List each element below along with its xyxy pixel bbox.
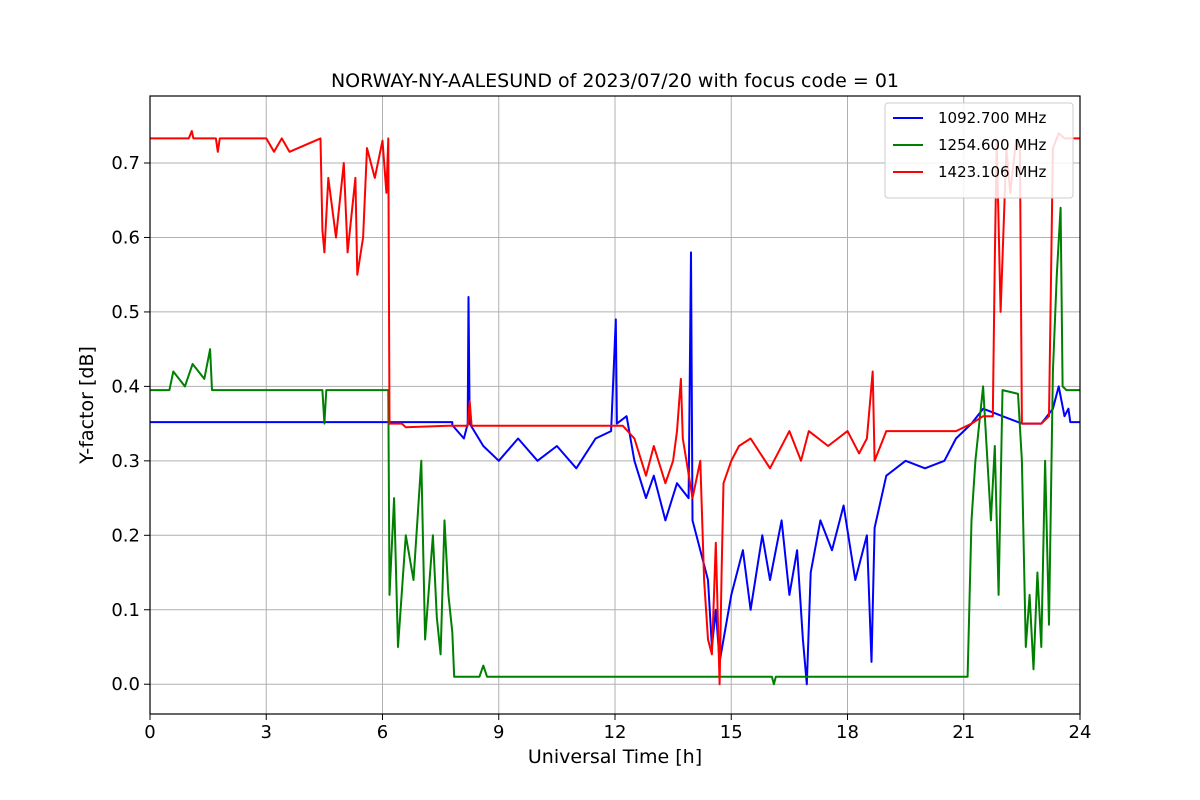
y-tick-label: 0.7 <box>111 153 140 174</box>
x-axis-label: Universal Time [h] <box>528 746 702 768</box>
series-line-2 <box>150 206 1080 686</box>
x-tick-label: 0 <box>144 722 155 743</box>
x-tick-label: 15 <box>720 722 743 743</box>
legend: 1092.700 MHz 1254.600 MHz 1423.106 MHz <box>884 102 1074 199</box>
y-tick-label: 0.5 <box>111 302 140 323</box>
x-tick-label: 24 <box>1069 722 1092 743</box>
legend-box <box>884 102 1074 199</box>
legend-label: 1254.600 MHz <box>938 136 1047 154</box>
y-tick-label: 0.0 <box>111 674 140 695</box>
y-tick-label: 0.2 <box>111 525 140 546</box>
y-tick-label: 0.1 <box>111 600 140 621</box>
legend-label: 1092.700 MHz <box>938 109 1047 127</box>
y-tick-label: 0.3 <box>111 451 140 472</box>
series-line-3 <box>150 130 1080 686</box>
legend-label: 1423.106 MHz <box>938 163 1047 181</box>
x-tick-label: 12 <box>604 722 627 743</box>
chart-title: NORWAY-NY-AALESUND of 2023/07/20 with fo… <box>331 70 899 92</box>
ticks-layer: 0 3 6 9 12 15 18 21 24 0.0 0.1 0.2 0.3 0.4 0.5 0.6 0.7 <box>111 153 1091 743</box>
y-tick-label: 0.4 <box>111 376 140 397</box>
series-layer <box>150 130 1080 686</box>
x-tick-label: 6 <box>377 722 388 743</box>
x-tick-label: 18 <box>836 722 859 743</box>
x-tick-label: 9 <box>493 722 504 743</box>
grid-lines <box>150 96 1080 714</box>
x-tick-label: 3 <box>261 722 272 743</box>
y-axis-label: Y-factor [dB] <box>76 346 98 465</box>
y-tick-label: 0.6 <box>111 227 140 248</box>
x-tick-label: 21 <box>952 722 975 743</box>
series-line-1 <box>150 251 1080 686</box>
